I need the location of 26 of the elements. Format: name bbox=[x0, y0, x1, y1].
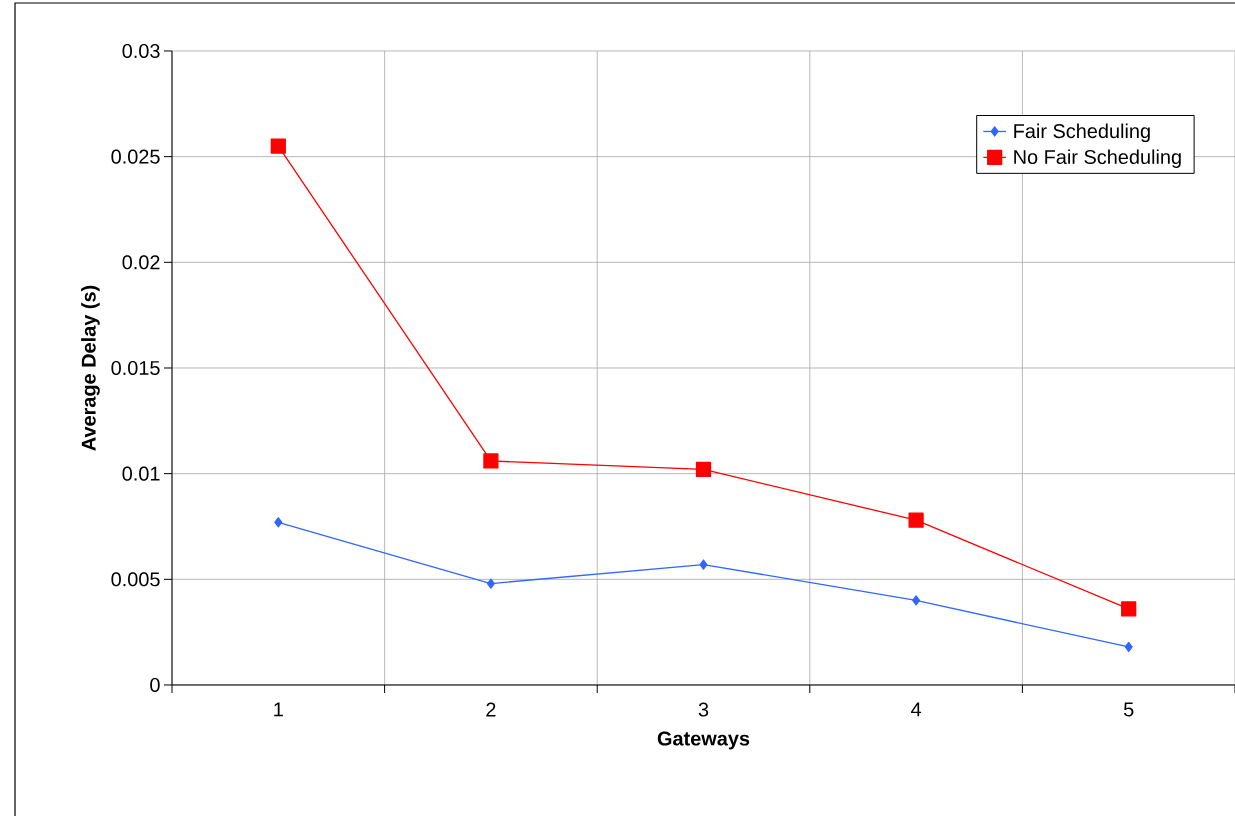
point bbox=[486, 578, 495, 589]
y-tick-label: 0.015 bbox=[111, 360, 160, 376]
point bbox=[270, 138, 286, 154]
point bbox=[699, 559, 708, 570]
y-tick-label: 0.025 bbox=[111, 149, 160, 164]
point bbox=[695, 461, 712, 478]
point bbox=[908, 512, 924, 528]
point bbox=[274, 517, 283, 528]
x-tick-label: 1 bbox=[274, 702, 283, 717]
point bbox=[483, 453, 499, 469]
x-tick-label: 5 bbox=[1123, 702, 1134, 717]
y-tick-label: 0.03 bbox=[122, 43, 160, 59]
legend-label: Fair Scheduling bbox=[1014, 123, 1150, 143]
point bbox=[1121, 601, 1137, 617]
y-tick-label: 0.01 bbox=[122, 466, 160, 481]
legend-label: No Fair Scheduling bbox=[1014, 149, 1181, 168]
y-tick-label: 0.02 bbox=[122, 255, 160, 270]
point bbox=[912, 595, 921, 606]
y-tick-label: 0 bbox=[150, 677, 160, 693]
x-axis-title: Gateways bbox=[657, 731, 750, 750]
x-tick-label: 2 bbox=[486, 702, 496, 717]
y-tick-label: 0.005 bbox=[111, 572, 160, 587]
x-tick-label: 3 bbox=[698, 702, 709, 717]
x-tick-label: 4 bbox=[911, 702, 922, 717]
y-axis-title: Average Delay (s) bbox=[81, 285, 100, 451]
point bbox=[1124, 641, 1133, 653]
